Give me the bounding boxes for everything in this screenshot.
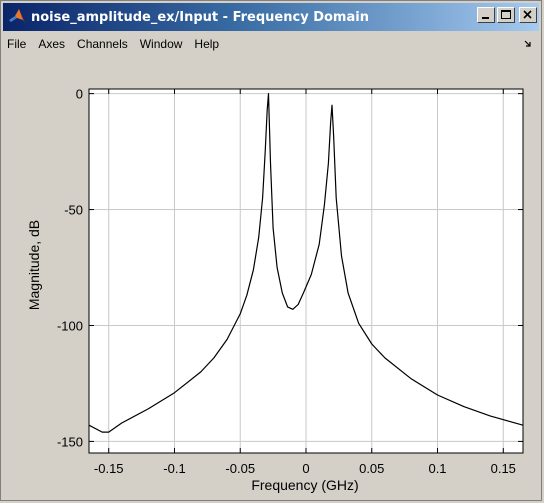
close-icon [523,10,532,19]
menu-bar: File Axes Channels Window Help [3,33,539,55]
y-tick-label: 0 [76,87,83,102]
x-tick-label: 0.05 [359,461,384,476]
menu-help[interactable]: Help [194,37,220,51]
menu-window[interactable]: Window [139,37,183,51]
axes-box [88,88,524,454]
minimize-button[interactable] [477,7,495,23]
x-tick-label: -0.05 [225,461,255,476]
x-tick-label: -0.1 [163,461,185,476]
y-tick-label: -50 [64,203,83,218]
x-tick-label: -0.15 [94,461,124,476]
maximize-icon [501,10,511,19]
menu-channels[interactable]: Channels [77,37,128,51]
maximize-button[interactable] [497,7,515,23]
x-tick-label: 0.15 [491,461,516,476]
y-tick-label: -150 [57,434,83,449]
figure-area: -0.15 -0.1 -0.05 0 0.05 0.1 0.15 0 -50 -100 -150 F… [3,57,539,498]
title-bar[interactable]: noise_amplitude_ex/Input - Frequency Dom… [3,3,539,31]
close-button[interactable] [519,7,537,23]
x-axis-label: Frequency (GHz) [251,477,358,493]
x-tick-label: 0 [302,461,309,476]
matlab-logo-icon [9,9,25,23]
magnitude-trace [88,92,524,433]
frequency-plot[interactable]: -0.15 -0.1 -0.05 0 0.05 0.1 0.15 0 -50 -100 -150 F… [3,57,541,498]
dock-arrow-icon[interactable] [523,39,533,49]
window-title: noise_amplitude_ex/Input - Frequency Dom… [31,9,369,25]
menu-file[interactable]: File [7,37,27,51]
minimize-icon [482,17,489,19]
y-tick-label: -100 [57,318,83,333]
y-axis-label: Magnitude, dB [26,220,42,310]
menu-axes[interactable]: Axes [38,37,66,51]
x-tick-label: 0.1 [428,461,446,476]
